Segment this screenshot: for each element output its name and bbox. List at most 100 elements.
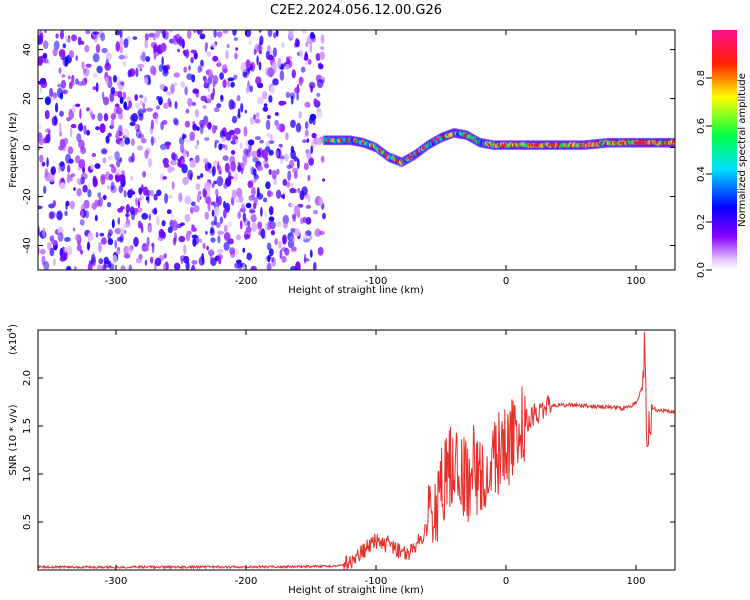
heatmap-cell <box>260 228 266 239</box>
heatmap-cell <box>191 74 196 83</box>
heatmap-cell <box>141 212 149 220</box>
heatmap-cell <box>59 182 66 190</box>
heatmap-cell <box>230 250 236 258</box>
heatmap-cell <box>268 206 274 216</box>
heatmap-cell <box>315 137 323 146</box>
heatmap-cell <box>39 32 44 41</box>
heatmap-cell <box>141 51 146 62</box>
heatmap-cell <box>213 160 218 167</box>
heatmap-cell <box>162 68 169 77</box>
heatmap-cell <box>290 149 296 160</box>
heatmap-cell <box>266 242 272 251</box>
heatmap-cell <box>211 209 215 217</box>
heatmap-cell <box>290 246 297 252</box>
heatmap-cell <box>142 171 147 178</box>
heatmap-cell <box>311 139 316 149</box>
heatmap-cell <box>256 165 263 172</box>
heatmap-cell <box>128 156 134 163</box>
heatmap-cell <box>43 185 47 194</box>
heatmap-cell <box>311 132 317 139</box>
heatmap-cell <box>189 131 195 142</box>
heatmap-cell <box>195 183 201 191</box>
heatmap-cell <box>118 112 124 120</box>
heatmap-cell <box>216 103 222 109</box>
snr-y-ticks: 0.5 1.0 1.5 2.0 <box>22 370 675 530</box>
heatmap-cell <box>246 252 252 261</box>
heatmap-cell <box>101 91 105 100</box>
heatmap-cell <box>171 181 175 190</box>
heatmap-cell <box>244 109 247 114</box>
heatmap-cell <box>165 64 171 71</box>
heatmap-cell <box>38 205 43 210</box>
heatmap-cell <box>59 110 64 117</box>
heatmap-cell <box>162 176 167 180</box>
heatmap-cell <box>39 85 43 94</box>
heatmap-cell <box>143 96 148 103</box>
heatmap-cell <box>267 45 271 51</box>
heatmap-cell <box>143 76 149 85</box>
heatmap-cell <box>115 41 121 52</box>
heatmap-cell <box>98 197 103 207</box>
snr-y-label: SNR (10 * v/v) <box>8 404 19 475</box>
heatmap-cell <box>265 181 271 190</box>
heatmap-cell <box>170 83 175 94</box>
heatmap-cell <box>82 67 90 77</box>
heatmap-cell <box>285 132 289 141</box>
heatmap-cell <box>180 258 184 264</box>
heatmap-cell <box>207 202 211 212</box>
heatmap-cell <box>213 215 218 226</box>
heatmap-cell <box>199 33 206 40</box>
heatmap-cell <box>267 255 272 260</box>
heatmap-cell <box>132 36 138 40</box>
heatmap-cell <box>155 115 158 125</box>
heatmap-cell <box>148 213 151 221</box>
heatmap-cell <box>158 228 165 238</box>
snr-panel: -300 -200 -100 0 100 0.5 1.0 1.5 2.0 Height of … <box>6 324 676 596</box>
heatmap-cell <box>139 94 144 99</box>
heatmap-cell <box>203 158 209 164</box>
heatmap-cell <box>144 39 148 49</box>
heatmap-cell <box>154 257 162 267</box>
heatmap-cell <box>274 238 279 246</box>
heatmap-cell <box>58 49 66 58</box>
heatmap-cell <box>255 136 261 141</box>
heatmap-cell <box>130 210 136 221</box>
heatmap-cell <box>271 61 278 70</box>
heatmap-cell <box>160 143 167 150</box>
heatmap-cell <box>95 43 101 54</box>
heatmap-cell <box>186 30 192 39</box>
heatmap-cell <box>153 207 158 215</box>
heatmap-cell <box>92 86 97 91</box>
heatmap-cell <box>207 163 212 169</box>
heatmap-cell <box>216 176 224 187</box>
heatmap-cell <box>174 82 177 87</box>
heatmap-cell <box>208 169 213 174</box>
heatmap-cell <box>41 161 46 167</box>
heatmap-cell <box>167 165 173 173</box>
heatmap-cell <box>289 92 296 100</box>
heatmap-cell <box>297 210 301 219</box>
heatmap-cell <box>66 173 71 184</box>
heatmap-cell <box>196 139 200 146</box>
heatmap-cell <box>236 94 241 102</box>
heatmap-cell <box>159 30 166 35</box>
heatmap-cell <box>322 178 326 182</box>
heatmap-cell <box>215 222 221 228</box>
heatmap-cell <box>189 173 193 181</box>
heatmap-cell <box>236 187 243 198</box>
heatmap-cell <box>69 127 73 138</box>
heatmap-cell <box>74 155 81 164</box>
heatmap-cell <box>38 137 44 146</box>
heatmap-cell <box>91 202 97 210</box>
heatmap-cell <box>44 109 50 120</box>
heatmap-cell <box>150 119 154 130</box>
heatmap-cell <box>148 157 152 168</box>
heatmap-cell <box>210 201 215 206</box>
heatmap-cell <box>167 226 173 233</box>
heatmap-cell <box>197 30 201 36</box>
heatmap-cell <box>304 129 309 138</box>
heatmap-cell <box>200 173 204 178</box>
heatmap-cell <box>260 206 263 217</box>
heatmap-cell <box>168 194 173 199</box>
heatmap-cell <box>99 123 106 134</box>
